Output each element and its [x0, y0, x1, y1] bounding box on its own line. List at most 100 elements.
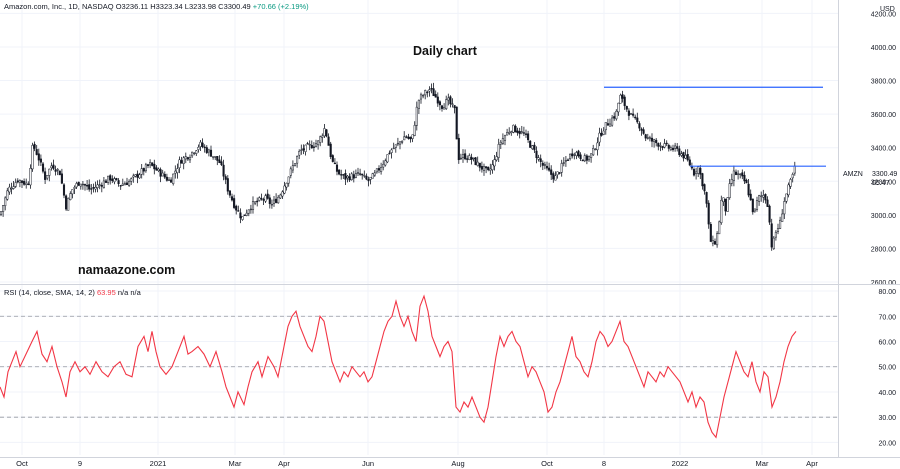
- candle-body: [201, 142, 204, 148]
- candle-body: [81, 183, 84, 186]
- candle-body: [426, 91, 429, 94]
- candle-body: [170, 179, 173, 183]
- time-tick-label: Mar: [229, 459, 242, 468]
- candle-body: [369, 176, 372, 180]
- candle-body: [266, 193, 269, 199]
- candle-body: [608, 123, 612, 127]
- time-tick-label: 8: [602, 459, 606, 468]
- candle-body: [485, 166, 488, 169]
- candle-body: [394, 144, 397, 148]
- candle-body: [371, 173, 374, 179]
- price-tick-label: 2800.00: [871, 246, 896, 253]
- candle-body: [98, 184, 101, 186]
- candle-body: [478, 162, 481, 168]
- candle-body: [285, 182, 288, 188]
- rsi-tick-label: 70.00: [878, 314, 896, 321]
- candle-body: [104, 180, 108, 183]
- candle-body: [388, 152, 391, 155]
- candle-body: [233, 198, 236, 208]
- candle-body: [203, 146, 206, 149]
- candle-body: [220, 161, 223, 165]
- candle-body: [128, 181, 131, 186]
- candle-body: [319, 136, 322, 143]
- candle-body: [583, 155, 586, 162]
- candle-body: [713, 241, 717, 245]
- candle-body: [331, 155, 334, 162]
- candle-body: [199, 141, 202, 147]
- candle-body: [545, 165, 549, 169]
- candle-body: [86, 185, 89, 187]
- candle-body: [556, 171, 559, 176]
- candle-body: [512, 124, 515, 133]
- candle-body: [669, 147, 672, 150]
- candle-body: [237, 210, 240, 212]
- candle-body: [342, 174, 345, 176]
- candle-body: [356, 172, 360, 174]
- candle-body: [728, 183, 731, 198]
- candle-body: [262, 199, 265, 201]
- time-tick-label: Oct: [16, 459, 29, 468]
- candle-body: [60, 173, 63, 184]
- candle-body: [100, 184, 103, 187]
- rsi-tick-label: 40.00: [878, 390, 896, 397]
- candle-body: [239, 212, 242, 219]
- candle-body: [751, 198, 754, 213]
- candle-body: [646, 137, 649, 139]
- candle-body: [71, 189, 74, 195]
- candle-body: [585, 155, 588, 161]
- candle-body: [144, 164, 147, 172]
- candle-body: [224, 176, 227, 180]
- candle-body: [707, 202, 710, 225]
- candle-body: [176, 168, 179, 173]
- candle-body: [783, 201, 786, 215]
- candle-body: [533, 144, 536, 151]
- candle-body: [180, 160, 183, 164]
- candle-body: [663, 143, 666, 148]
- candle-body: [554, 175, 557, 181]
- candle-body: [58, 170, 61, 176]
- candle-body: [451, 103, 454, 105]
- candle-body: [476, 161, 479, 166]
- candle-body: [205, 147, 208, 153]
- candle-body: [130, 178, 133, 182]
- candle-body: [182, 157, 185, 164]
- candle-body: [766, 199, 769, 207]
- candle-body: [587, 155, 591, 161]
- price-change: +70.66 (+2.19%): [252, 2, 309, 11]
- candle-body: [411, 134, 414, 139]
- candle-body: [676, 146, 679, 149]
- candle-body: [440, 105, 444, 109]
- candle-body: [705, 192, 708, 204]
- candle-body: [403, 136, 406, 141]
- candle-body: [779, 219, 782, 229]
- candle-body: [121, 183, 124, 186]
- candle-body: [638, 123, 641, 129]
- candle-body: [73, 187, 76, 189]
- candle-body: [464, 153, 467, 160]
- candle-body: [352, 174, 355, 179]
- candle-body: [755, 200, 759, 210]
- candle-body: [50, 165, 53, 169]
- rsi-extra: n/a n/a: [117, 288, 141, 297]
- candle-body: [781, 213, 784, 222]
- candle-body: [594, 148, 597, 151]
- candle-body: [327, 136, 330, 146]
- candle-body: [455, 106, 458, 140]
- candle-body: [207, 149, 210, 153]
- candle-body: [524, 133, 528, 135]
- candle-body: [537, 157, 540, 160]
- candle-body: [8, 186, 11, 193]
- candle-body: [111, 178, 114, 182]
- candle-body: [621, 94, 624, 99]
- candle-body: [77, 181, 80, 186]
- candle-body: [308, 143, 311, 146]
- candle-body: [428, 89, 431, 92]
- candle-body: [482, 166, 486, 171]
- candle-body: [535, 150, 538, 158]
- candle-body: [422, 95, 425, 97]
- candle-body: [541, 162, 544, 166]
- chart-header: Amazon.com, Inc., 1D, NASDAQ O3236.11 H3…: [4, 2, 309, 11]
- candle-body: [228, 190, 231, 196]
- candle-body: [96, 184, 99, 188]
- candle-body: [466, 158, 469, 160]
